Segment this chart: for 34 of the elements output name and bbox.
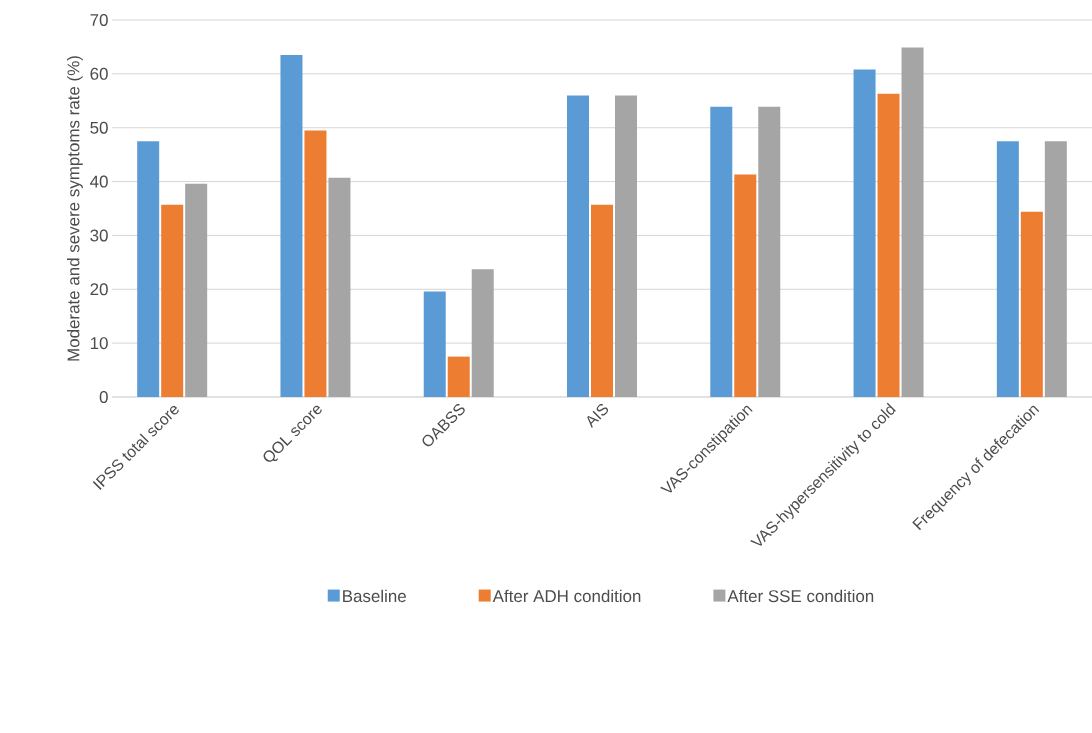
bar bbox=[615, 95, 637, 397]
y-tick-label: 0 bbox=[99, 391, 108, 403]
bar bbox=[280, 55, 303, 397]
bar bbox=[423, 291, 446, 397]
bar bbox=[877, 93, 900, 397]
legend-label: After SSE condition bbox=[727, 589, 874, 603]
bar bbox=[1020, 211, 1043, 397]
bar bbox=[734, 174, 757, 397]
bar bbox=[567, 95, 590, 397]
bar bbox=[758, 106, 781, 397]
y-tick-label: 40 bbox=[90, 175, 108, 188]
legend-label: Baseline bbox=[343, 589, 406, 603]
y-tick-label: 30 bbox=[90, 229, 108, 242]
bar bbox=[710, 106, 733, 397]
y-axis-title: Moderate and severe symptoms rate (%) bbox=[67, 56, 83, 361]
bar bbox=[996, 141, 1019, 397]
bar bbox=[591, 204, 613, 397]
x-tick-label: AIS bbox=[587, 403, 609, 428]
bar bbox=[1044, 141, 1067, 397]
bar bbox=[901, 47, 924, 397]
bar bbox=[447, 356, 470, 397]
y-tick-label: 70 bbox=[90, 14, 108, 26]
y-tick-label: 60 bbox=[90, 67, 108, 80]
legend-label: After ADH condition bbox=[492, 589, 641, 603]
bar bbox=[304, 130, 327, 397]
bar bbox=[137, 141, 160, 397]
y-tick-label: 20 bbox=[90, 283, 108, 296]
bar bbox=[185, 183, 208, 397]
bar bbox=[471, 269, 494, 397]
bar bbox=[853, 69, 876, 397]
bar bbox=[328, 177, 351, 397]
bar bbox=[161, 204, 184, 397]
y-tick-label: 10 bbox=[90, 337, 108, 350]
y-tick-label: 50 bbox=[90, 121, 108, 134]
